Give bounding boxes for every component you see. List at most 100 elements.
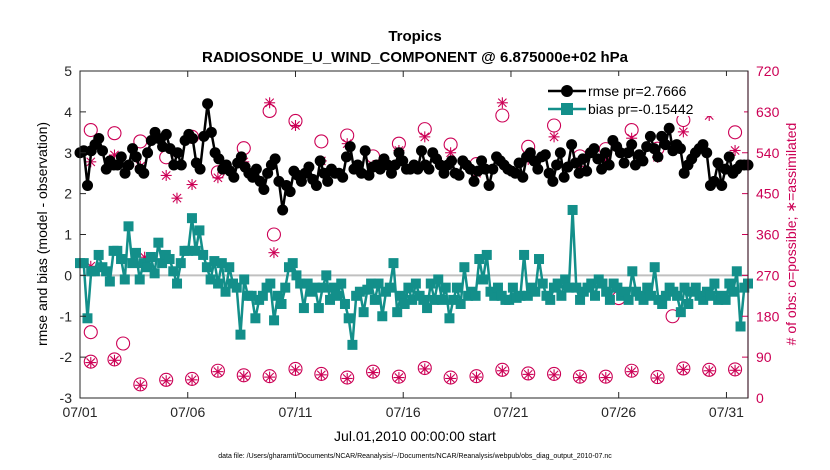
rmse-point bbox=[712, 157, 724, 169]
obs-assimilated-point-d2 bbox=[269, 248, 279, 258]
bias-point bbox=[235, 329, 246, 340]
obs-assimilated-point bbox=[522, 368, 534, 380]
bias-point bbox=[552, 278, 563, 289]
bias-point bbox=[104, 276, 115, 287]
bias-point bbox=[384, 282, 395, 293]
bias-point bbox=[440, 282, 451, 293]
rmse-point bbox=[172, 147, 184, 159]
y-left-tick-label: 5 bbox=[64, 63, 72, 79]
bias-point bbox=[130, 247, 141, 258]
obs-possible-point bbox=[417, 360, 432, 376]
bias-point bbox=[645, 290, 656, 301]
bias-point bbox=[474, 254, 485, 265]
bias-point bbox=[478, 274, 489, 285]
rmse-point bbox=[438, 167, 450, 179]
bias-point bbox=[246, 290, 257, 301]
plot-frame bbox=[79, 70, 749, 399]
bias-point bbox=[272, 290, 283, 301]
bias-point bbox=[287, 258, 298, 269]
rmse-point bbox=[599, 147, 611, 159]
obs-assimilated-point bbox=[186, 179, 198, 191]
bias-point bbox=[336, 278, 347, 289]
rmse-series bbox=[74, 98, 754, 216]
bias-point bbox=[530, 286, 541, 297]
bias-point bbox=[683, 298, 694, 309]
rmse-point bbox=[723, 151, 735, 163]
obs-assimilated-point bbox=[651, 372, 663, 384]
obs-possible-point bbox=[391, 369, 406, 384]
obs-possible-point bbox=[107, 126, 122, 141]
bias-point bbox=[343, 313, 354, 324]
rmse-point bbox=[277, 204, 289, 216]
x-tick-label: 07/06 bbox=[170, 404, 205, 420]
bias-point bbox=[395, 290, 406, 301]
bias-point bbox=[604, 294, 615, 305]
rmse-point bbox=[554, 147, 566, 159]
bias-point bbox=[489, 290, 500, 301]
y-right-tick-label: 630 bbox=[756, 104, 780, 120]
rmse-point bbox=[517, 171, 529, 183]
bias-point bbox=[399, 298, 410, 309]
obs-assimilated-point-d2 bbox=[601, 373, 611, 383]
bias-point bbox=[149, 268, 160, 279]
bias-point bbox=[407, 294, 418, 305]
rmse-point bbox=[644, 130, 656, 142]
bias-point bbox=[257, 290, 268, 301]
bias-point bbox=[492, 282, 503, 293]
rmse-point bbox=[592, 153, 604, 165]
y-left-tick-label: 0 bbox=[64, 267, 72, 283]
rmse-point bbox=[476, 155, 488, 167]
bias-point bbox=[522, 290, 533, 301]
rmse-point bbox=[566, 139, 578, 151]
obs-possible-point bbox=[236, 368, 251, 383]
y-right-tick-label: 360 bbox=[756, 227, 780, 243]
rmse-point bbox=[213, 153, 225, 165]
bias-point bbox=[302, 278, 313, 289]
obs-assimilated-point-d2 bbox=[316, 370, 326, 380]
bias-point bbox=[731, 266, 742, 277]
rmse-point bbox=[547, 175, 559, 187]
rmse-point bbox=[648, 143, 660, 155]
obs-assimilated-point bbox=[268, 247, 280, 259]
bias-point bbox=[507, 282, 518, 293]
bias-point bbox=[190, 245, 201, 256]
rmse-point bbox=[352, 159, 364, 171]
y-left-tick-label: 1 bbox=[64, 227, 72, 243]
bias-point bbox=[429, 294, 440, 305]
rmse-point bbox=[115, 151, 127, 163]
rmse-point bbox=[359, 145, 371, 157]
bias-point bbox=[698, 294, 709, 305]
obs-assimilated-point bbox=[212, 366, 224, 378]
bias-point bbox=[231, 282, 242, 293]
obs-assimilated-point bbox=[729, 364, 741, 376]
obs-possible-point bbox=[443, 370, 458, 385]
bias-point bbox=[78, 258, 89, 269]
obs-assimilated-point-d2 bbox=[239, 371, 249, 381]
bias-point bbox=[157, 258, 168, 269]
obs-assimilated-point-d2 bbox=[575, 373, 585, 383]
legend-bias-marker bbox=[561, 103, 573, 115]
obs-possible-point bbox=[262, 369, 277, 384]
obs-assimilated-point bbox=[160, 375, 172, 387]
obs-assimilated-point bbox=[445, 372, 457, 384]
bias-point bbox=[444, 313, 455, 324]
rmse-point bbox=[393, 147, 405, 159]
bias-point bbox=[134, 274, 145, 285]
obs-assimilated-point-d2 bbox=[368, 368, 378, 378]
rmse-point bbox=[202, 98, 214, 110]
x-axis-label: Jul.01,2010 00:00:00 start bbox=[334, 428, 496, 444]
bias-point bbox=[362, 284, 373, 295]
obs-assimilated-point-d2 bbox=[446, 148, 456, 158]
bias-point bbox=[642, 282, 653, 293]
bias-point bbox=[403, 282, 414, 293]
bias-point bbox=[735, 321, 746, 332]
obs-assimilated-point bbox=[341, 372, 353, 384]
obs-possible-point bbox=[676, 361, 691, 376]
bias-point bbox=[328, 282, 339, 293]
obs-assimilated-point bbox=[134, 379, 146, 391]
bias-point bbox=[649, 262, 660, 273]
bias-point bbox=[563, 282, 574, 293]
bias-point bbox=[369, 294, 380, 305]
bias-point bbox=[690, 282, 701, 293]
bias-point bbox=[373, 278, 384, 289]
